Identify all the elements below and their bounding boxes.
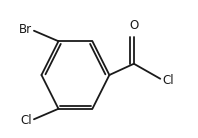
Text: Cl: Cl [20,114,32,127]
Text: Cl: Cl [162,74,174,87]
Text: Br: Br [19,23,32,36]
Text: O: O [129,19,138,32]
